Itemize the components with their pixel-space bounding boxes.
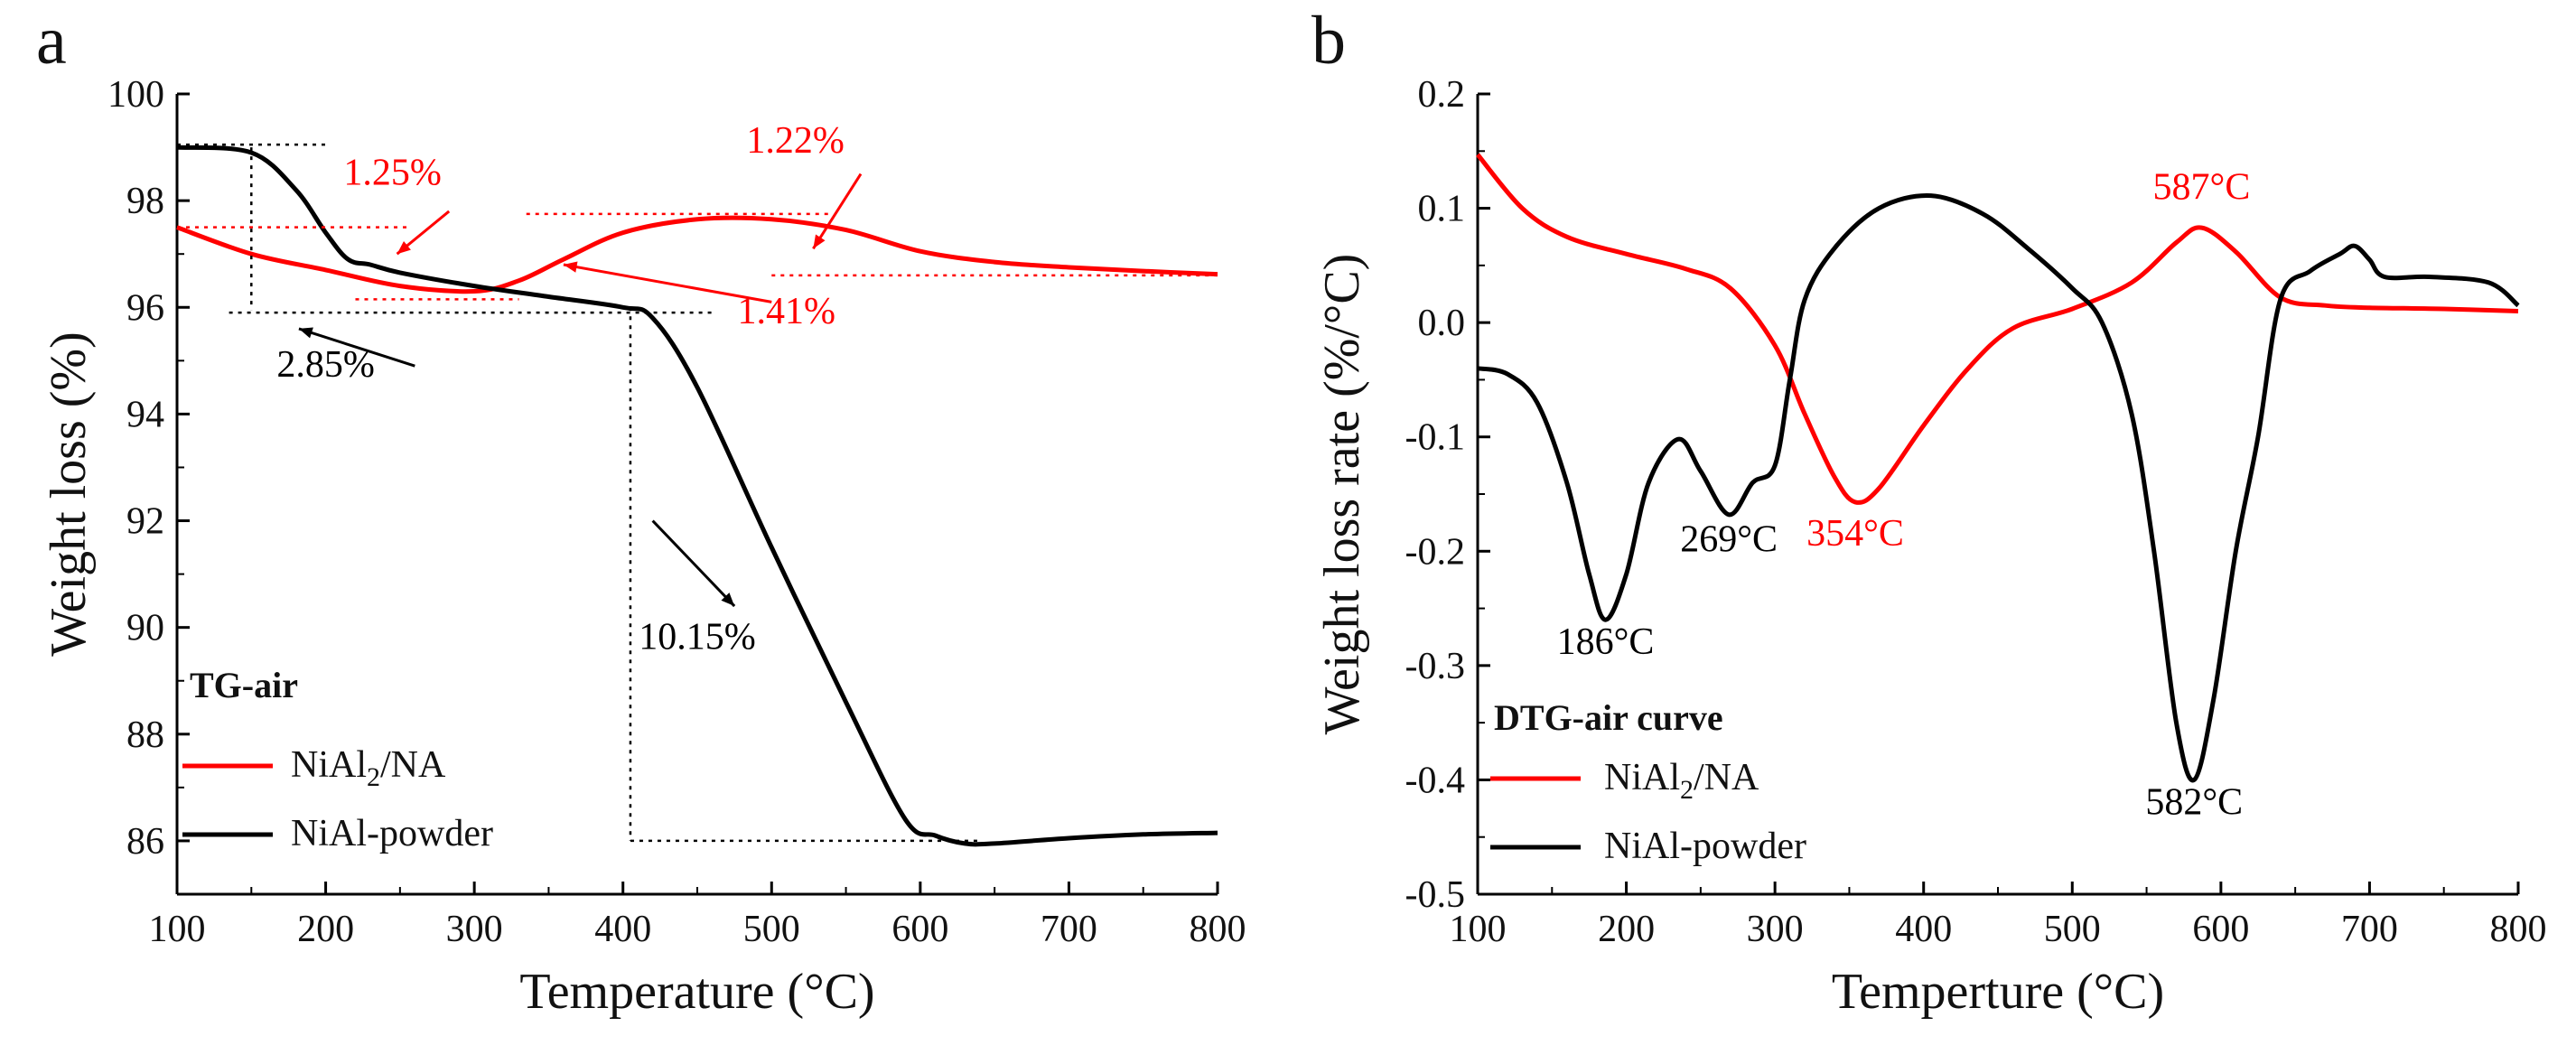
legend-title: DTG-air curve [1494,697,1723,738]
x-tick-label: 500 [2044,909,2101,950]
series-line-nial2-na [176,215,1218,294]
x-tick-label: 500 [743,909,800,950]
y-tick-label: 0.1 [1418,189,1466,230]
x-tick-label: 600 [2192,909,2249,950]
y-tick-label: 92 [126,501,164,543]
annotation-label: 2.85% [276,344,375,386]
y-tick-label: 86 [126,821,164,863]
y-tick-label: -0.3 [1405,646,1466,687]
y-tick-label: 98 [126,181,164,222]
panel-label: b [1311,3,1346,79]
x-tick-label: 300 [1747,909,1804,950]
pointer-arrow [812,173,863,250]
legend-entry-nial2-na: NiAl2/NA [1604,757,1759,805]
legend-entry-nial2-na: NiAl2/NA [291,744,446,792]
x-tick-label: 700 [1041,909,1097,950]
annotation-label: 1.41% [737,291,835,332]
annotation-label: 269°C [1680,518,1778,560]
series-line-nial2-na [1476,153,2519,505]
y-axis-title: Weight loss rate (%/°C) [1314,254,1370,735]
x-tick-label: 100 [1450,909,1507,950]
x-tick-label: 600 [891,909,948,950]
x-tick-label: 400 [1895,909,1952,950]
x-tick-label: 800 [2490,909,2547,950]
x-axis-title: Temperature (°C) [519,964,874,1020]
y-tick-label: 0.0 [1418,303,1466,344]
y-tick-label: -0.4 [1405,760,1466,801]
pointer-arrow-head [563,261,578,273]
annotation-label: 10.15% [639,616,756,658]
pointer-arrow-head [813,234,826,249]
y-tick-label: 0.2 [1418,74,1466,116]
y-tick-label: -0.5 [1405,874,1466,916]
pointer-arrow [563,263,772,303]
y-tick-label: 94 [126,394,164,435]
y-tick-label: 96 [126,287,164,329]
annotation-label: 587°C [2153,166,2251,208]
legend-entry-nial-powder: NiAl-powder [291,813,493,854]
x-tick-label: 100 [149,909,206,950]
annotation-label: 1.25% [343,152,442,193]
y-tick-label: 88 [126,714,164,756]
y-tick-label: -0.2 [1405,531,1466,573]
pointer-arrow-head [721,593,735,607]
annotation-label: 354°C [1806,513,1904,555]
panel-label: a [36,3,67,79]
x-tick-label: 200 [297,909,354,950]
y-tick-label: -0.1 [1405,417,1466,459]
panel-b-dtg-chart: b 100 200 300 400 500 600 700 800 -0.5 -0.4 -0.3 -0.… [1311,3,2547,1020]
annotation-label: 582°C [2145,781,2243,823]
x-tick-label: 300 [446,909,503,950]
pointer-arrow [651,519,736,608]
x-tick-label: 700 [2341,909,2398,950]
x-tick-label: 800 [1190,909,1246,950]
annotation-label: 1.22% [746,120,845,162]
x-axis-title: Temperture (°C) [1832,964,2164,1020]
annotation-label: 186°C [1557,621,1655,663]
pointer-arrow-head [397,241,411,255]
panel-a-tg-chart: a 100 200 300 400 500 600 700 800 86 88 90 92 94 96 98 1… [36,3,1246,1020]
series-line-nial-powder [1477,193,2520,783]
series-line-nial-powder [176,145,1218,847]
legend-entry-nial-powder: NiAl-powder [1604,826,1806,867]
pointer-arrow [298,327,415,368]
legend-title: TG-air [190,665,298,705]
y-tick-label: 90 [126,608,164,649]
x-tick-label: 400 [594,909,651,950]
x-tick-label: 200 [1598,909,1655,950]
pointer-arrow-head [298,327,313,339]
y-axis-title: Weight loss (%) [41,331,97,656]
y-tick-label: 100 [107,74,164,116]
